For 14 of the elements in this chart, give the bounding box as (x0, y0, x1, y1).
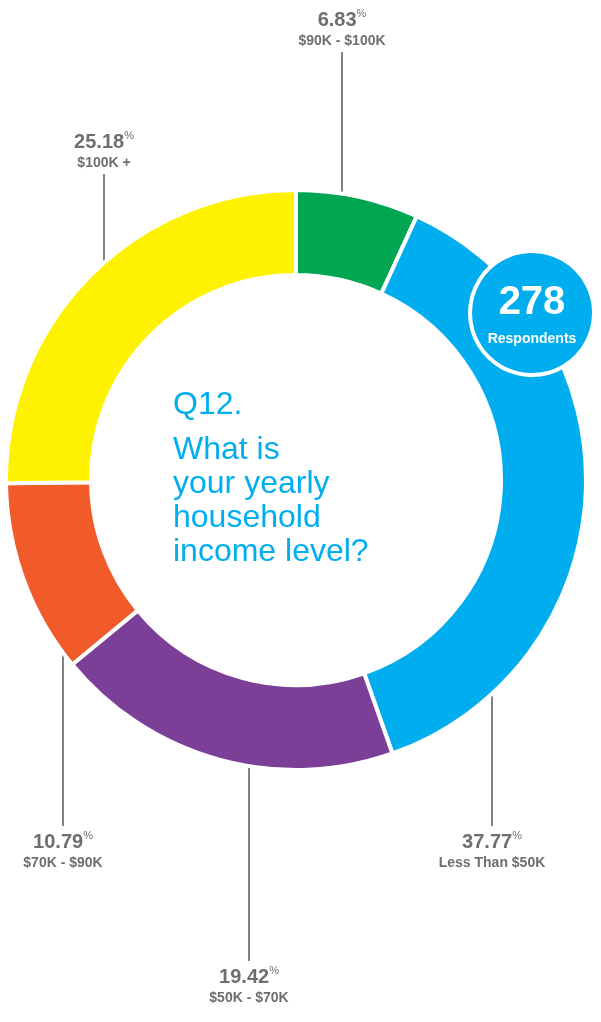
slice-label: $70K - $90K (23, 854, 103, 870)
data-label: 19.42% (219, 963, 280, 987)
text: Respondents (487, 330, 577, 346)
text: 278 (498, 278, 566, 322)
text: What is your yearly household income level? (173, 430, 369, 568)
slice-label: $90K - $100K (298, 32, 386, 48)
data-label: 6.83% (317, 6, 367, 30)
slice-label: Less Than $50K (438, 854, 546, 870)
text: Q12. (173, 385, 243, 421)
data-label: 37.77% (462, 828, 523, 852)
slice-label: $100K + (77, 154, 131, 170)
data-label: 25.18% (74, 128, 135, 152)
slice-label: $50K - $70K (209, 989, 289, 1005)
data-label: 10.79% (33, 828, 94, 852)
